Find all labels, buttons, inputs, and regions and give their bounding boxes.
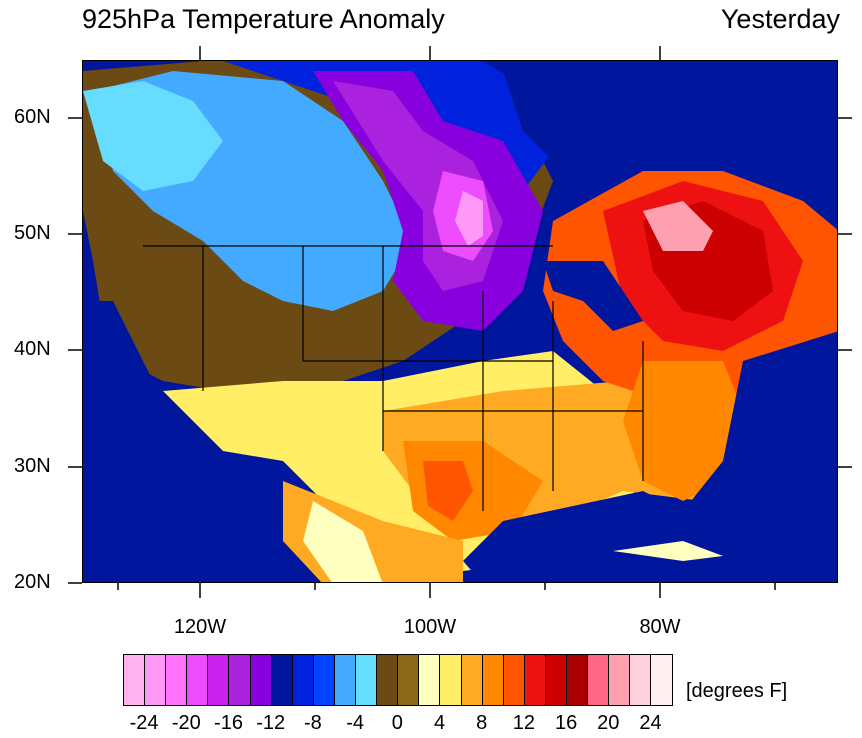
chart-title: 925hPa Temperature Anomaly <box>82 4 445 34</box>
colorbar-swatch <box>482 655 504 705</box>
colorbar-swatch <box>588 655 610 705</box>
lat-label-30n: 30N <box>14 455 51 477</box>
colorbar-swatch <box>187 655 209 705</box>
colorbar-tick-label: -24 <box>129 712 159 734</box>
lat-label-50n: 50N <box>14 222 51 244</box>
colorbar-tick-label: 12 <box>512 712 536 734</box>
map-shading <box>83 61 837 582</box>
colorbar-tick-label: 20 <box>597 712 620 734</box>
colorbar-tick-label: 4 <box>433 712 446 734</box>
colorbar <box>123 654 674 706</box>
colorbar-swatch <box>250 655 272 705</box>
colorbar-swatch <box>419 655 441 705</box>
colorbar-swatch <box>503 655 525 705</box>
anomaly-map <box>82 60 838 583</box>
colorbar-swatch <box>630 655 652 705</box>
colorbar-swatch <box>208 655 230 705</box>
colorbar-swatch <box>524 655 546 705</box>
gulf-of-mexico <box>463 491 703 582</box>
colorbar-swatch <box>377 655 399 705</box>
colorbar-tick-label: -8 <box>303 712 322 734</box>
great-lakes <box>543 261 643 331</box>
colorbar-tick-label: 0 <box>391 712 403 734</box>
warm-east-pink <box>643 201 713 251</box>
cold-pocket-lightblue <box>83 81 223 191</box>
colorbar-swatch <box>440 655 462 705</box>
colorbar-swatch <box>145 655 167 705</box>
borders <box>143 245 644 511</box>
colorbar-swatch <box>334 655 357 705</box>
colorbar-swatch <box>566 655 589 705</box>
period-label: Yesterday <box>720 4 840 34</box>
colorbar-swatch <box>313 655 335 705</box>
colorbar-swatch <box>124 655 146 705</box>
pacific <box>83 301 312 582</box>
colorbar-swatch <box>609 655 631 705</box>
mexico-yellow <box>303 501 383 582</box>
lon-label-80w: 80W <box>639 616 681 638</box>
cuba <box>613 541 723 561</box>
colorbar-tick-label: -4 <box>346 712 364 734</box>
lon-label-100w: 100W <box>403 616 457 638</box>
colorbar-swatch <box>651 655 673 705</box>
colorbar-tick-label: 24 <box>639 712 662 734</box>
colorbar-swatch <box>229 655 251 705</box>
colorbar-tick-label: -20 <box>171 712 201 734</box>
atlantic <box>683 331 837 582</box>
colorbar-swatch <box>461 655 483 705</box>
colorbar-swatch <box>271 655 293 705</box>
warm-texas-red <box>423 461 473 521</box>
colorbar-tick-label: 16 <box>554 712 578 734</box>
colorbar-tick-label: -16 <box>214 712 243 734</box>
colorbar-swatch <box>545 655 567 705</box>
colorbar-tick-label: -12 <box>256 712 286 734</box>
colorbar-tick-label: 8 <box>476 712 488 734</box>
colorbar-swatch <box>356 655 378 705</box>
lat-label-60n: 60N <box>14 106 51 128</box>
colorbar-swatch <box>166 655 188 705</box>
warm-southeast <box>623 361 743 501</box>
lat-label-20n: 20N <box>14 571 51 593</box>
lat-label-40n: 40N <box>14 338 51 360</box>
colorbar-swatch <box>292 655 314 705</box>
colorbar-unit: [degrees F] <box>686 680 788 702</box>
lon-label-120w: 120W <box>173 616 227 638</box>
colorbar-swatch <box>398 655 420 705</box>
cold-core-pink <box>455 191 483 246</box>
